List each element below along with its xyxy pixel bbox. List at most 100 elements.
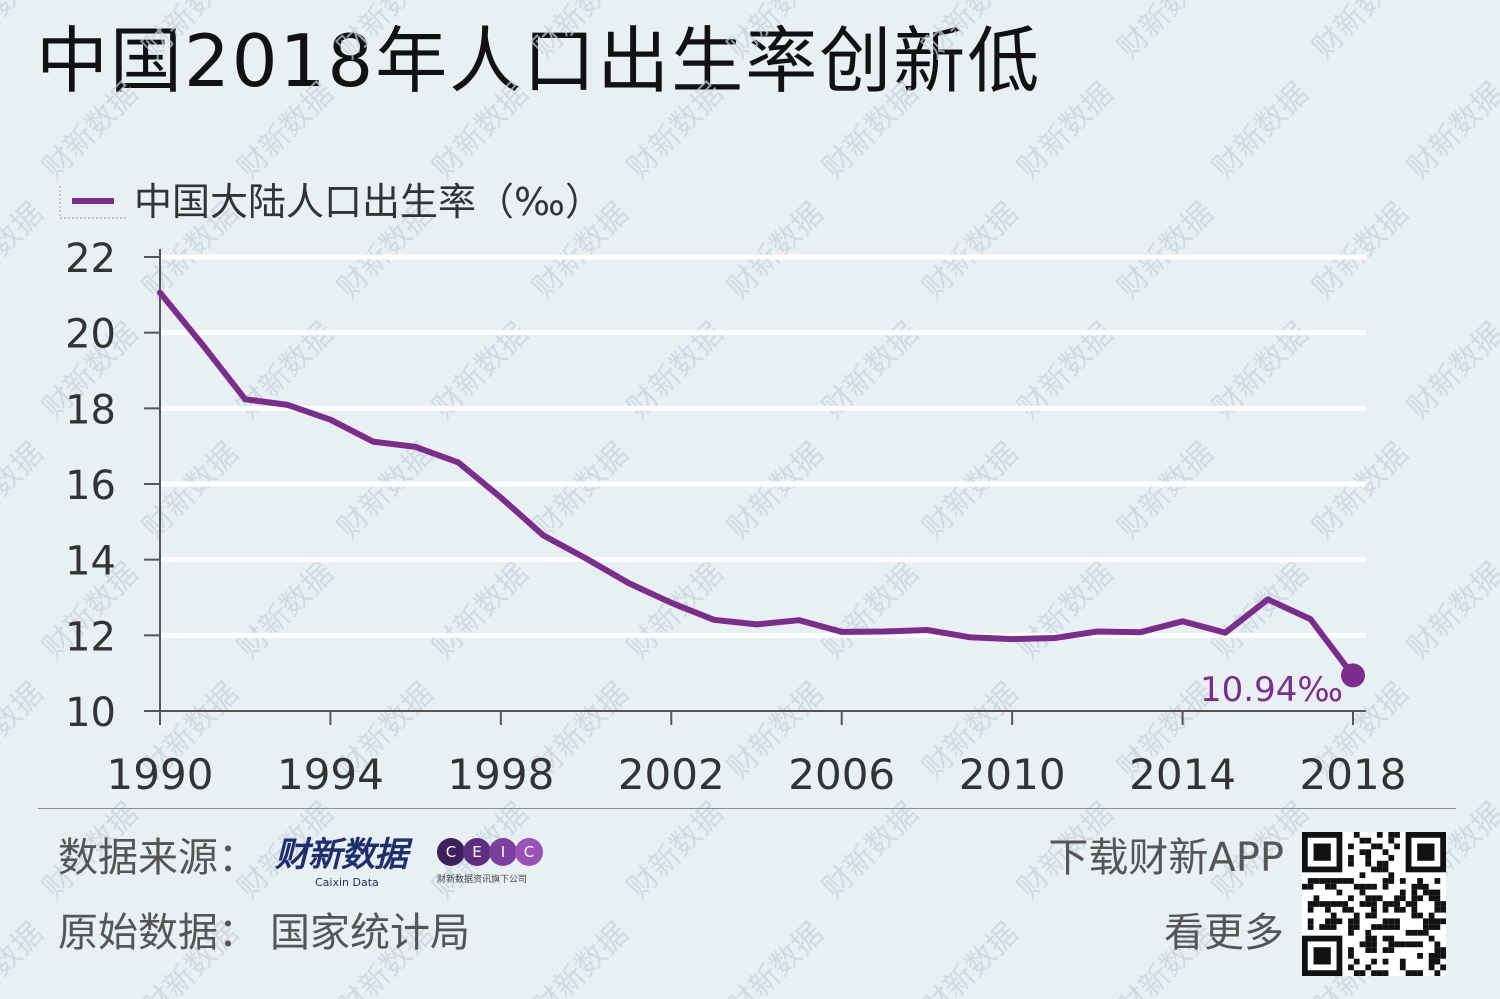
gridlines bbox=[160, 254, 1366, 638]
qr-module bbox=[1434, 952, 1441, 959]
watermark-text: 财新数据 bbox=[1306, 196, 1416, 306]
qr-module bbox=[1434, 924, 1441, 930]
qr-module bbox=[1434, 895, 1441, 902]
qr-module bbox=[1434, 889, 1441, 896]
qr-module bbox=[1382, 970, 1389, 976]
qr-module bbox=[1342, 878, 1349, 884]
y-tick-label: 18 bbox=[65, 387, 116, 433]
qr-finder-core bbox=[1313, 947, 1331, 965]
qr-module bbox=[1348, 964, 1354, 971]
qr-module bbox=[1382, 947, 1389, 953]
qr-module bbox=[1348, 895, 1354, 902]
qr-module bbox=[1405, 941, 1412, 948]
qr-module bbox=[1388, 837, 1395, 844]
qr-module bbox=[1417, 883, 1423, 890]
qr-module bbox=[1382, 878, 1389, 884]
chart-title: 中国2018年人口出生率创新低 bbox=[36, 19, 1042, 103]
data-point bbox=[668, 600, 674, 606]
watermark-text: 财新数据 bbox=[1111, 196, 1221, 306]
y-tick-label: 16 bbox=[65, 463, 116, 509]
qr-module bbox=[1440, 952, 1446, 959]
watermark-text: 财新数据 bbox=[916, 916, 1026, 999]
qr-module bbox=[1382, 958, 1389, 965]
watermark-text: 财新数据 bbox=[136, 436, 246, 546]
data-point bbox=[455, 459, 461, 465]
watermark-text: 财新数据 bbox=[231, 556, 341, 666]
qr-module bbox=[1365, 895, 1372, 902]
qr-module bbox=[1394, 832, 1400, 838]
qr-module bbox=[1359, 889, 1366, 896]
qr-module bbox=[1388, 947, 1395, 953]
watermark-text: 财新数据 bbox=[721, 196, 831, 306]
qr-module bbox=[1411, 901, 1418, 907]
source-label: 数据来源： bbox=[58, 835, 258, 881]
qr-module bbox=[1325, 878, 1331, 884]
qr-module bbox=[1382, 924, 1389, 930]
qr-module bbox=[1440, 918, 1446, 925]
watermark-text: 财新数据 bbox=[1111, 0, 1221, 66]
watermark-text: 财新数据 bbox=[1111, 436, 1221, 546]
qr-module bbox=[1388, 941, 1395, 948]
qr-module bbox=[1371, 912, 1377, 919]
qr-module bbox=[1411, 895, 1418, 902]
qr-module bbox=[1307, 901, 1314, 907]
qr-module bbox=[1336, 878, 1343, 884]
qr-module bbox=[1394, 918, 1400, 925]
qr-module bbox=[1388, 832, 1395, 838]
watermark-text: 财新数据 bbox=[231, 76, 341, 186]
qr-module bbox=[1371, 935, 1377, 942]
qr-module bbox=[1376, 832, 1383, 838]
qr-module bbox=[1388, 901, 1395, 907]
qr-module bbox=[1348, 924, 1354, 930]
data-point bbox=[1265, 596, 1271, 602]
qr-module bbox=[1411, 912, 1418, 919]
qr-module bbox=[1330, 924, 1337, 930]
qr-module bbox=[1313, 895, 1320, 902]
qr-module bbox=[1336, 889, 1343, 896]
watermark-text: 财新数据 bbox=[0, 676, 51, 786]
qr-module bbox=[1330, 901, 1337, 907]
qr-module bbox=[1359, 849, 1366, 856]
qr-module bbox=[1365, 964, 1372, 971]
qr-module bbox=[1411, 906, 1418, 913]
qr-module bbox=[1394, 924, 1400, 930]
qr-finder-core bbox=[1417, 843, 1435, 861]
qr-module bbox=[1405, 929, 1412, 936]
data-point bbox=[157, 290, 163, 296]
data-point bbox=[1307, 616, 1313, 622]
watermark-text: 财新数据 bbox=[136, 0, 246, 66]
watermark-text: 财新数据 bbox=[426, 76, 536, 186]
qr-module bbox=[1428, 918, 1435, 925]
data-point bbox=[796, 617, 802, 623]
ceic-subtitle: 财新数据资讯旗下公司 bbox=[437, 875, 528, 885]
qr-module bbox=[1434, 970, 1441, 976]
qr-module bbox=[1359, 883, 1366, 890]
qr-code[interactable] bbox=[1302, 832, 1446, 976]
watermark-text: 财新数据 bbox=[36, 76, 146, 186]
qr-module bbox=[1330, 912, 1337, 919]
qr-module bbox=[1359, 901, 1366, 907]
data-point bbox=[1180, 618, 1186, 624]
qr-module bbox=[1388, 935, 1395, 942]
qr-module bbox=[1336, 918, 1343, 925]
qr-module bbox=[1399, 958, 1406, 965]
data-point bbox=[1009, 636, 1015, 642]
qr-module bbox=[1388, 855, 1395, 861]
data-point bbox=[583, 556, 589, 562]
qr-module bbox=[1330, 883, 1337, 890]
watermark-text: 财新数据 bbox=[621, 76, 731, 186]
qr-module bbox=[1376, 860, 1383, 867]
data-point bbox=[967, 634, 973, 640]
data-point bbox=[1052, 635, 1058, 641]
ceic-letter: C bbox=[437, 838, 465, 866]
qr-module bbox=[1353, 924, 1360, 930]
y-tick-label: 22 bbox=[65, 236, 116, 282]
x-tick-label: 2002 bbox=[618, 750, 725, 799]
data-point bbox=[370, 439, 376, 445]
qr-module bbox=[1319, 901, 1326, 907]
qr-module bbox=[1365, 860, 1372, 867]
qr-module bbox=[1330, 878, 1337, 884]
qr-module bbox=[1399, 895, 1406, 902]
legend-label: 中国大陆人口出生率（‰） bbox=[134, 180, 603, 224]
